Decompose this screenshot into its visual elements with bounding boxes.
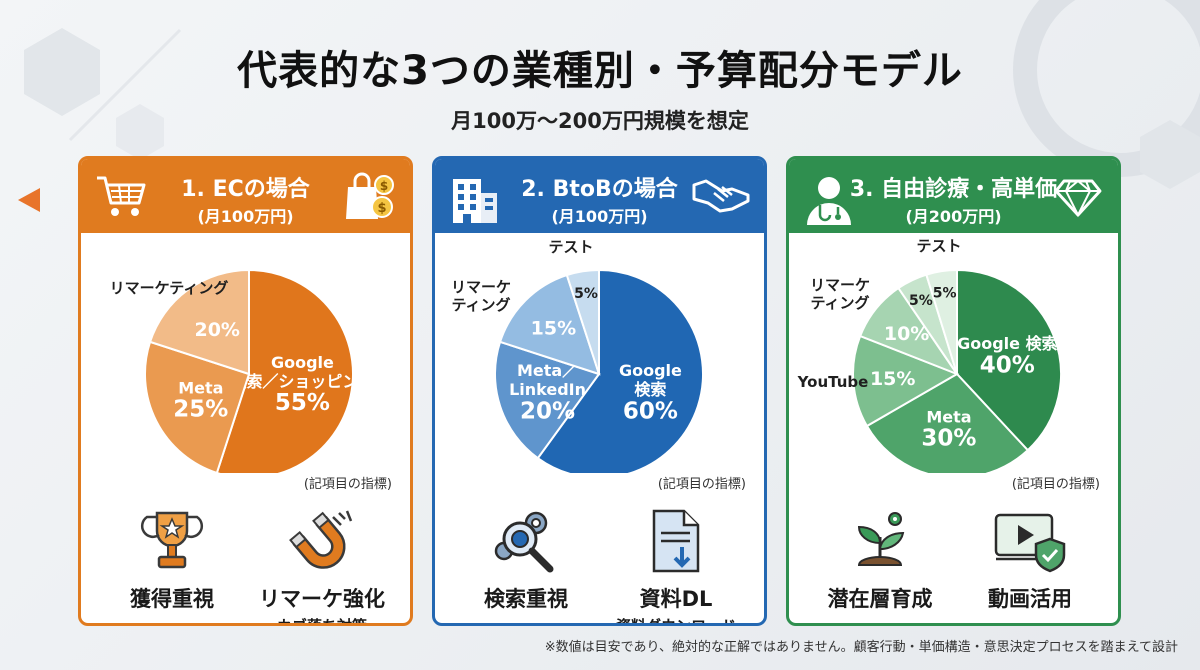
- magnet-icon: [247, 507, 397, 579]
- handshake-icon: [692, 169, 750, 223]
- feature-label: 潜在層育成: [827, 587, 933, 611]
- pie-value-label: 10%: [884, 323, 929, 345]
- feature-document-download: 資料DL 資料ダウンロード: [601, 507, 751, 626]
- pie-category-label: Google 検索: [957, 334, 1057, 353]
- feature-label: 検索重視: [484, 587, 568, 611]
- pie-category-label: YouTube: [797, 373, 869, 391]
- pie-slice: [536, 268, 704, 473]
- pie-value-label: 20%: [194, 319, 239, 341]
- pie-slice: [494, 340, 601, 460]
- document-download-icon: [601, 507, 751, 579]
- card-title: 2. BtoBの場合: [521, 177, 678, 202]
- card-budget: (月100万円): [551, 207, 648, 226]
- card-btob: 2. BtoBの場合 (月100万円) Google 検索 60% Meta／ Link…: [432, 156, 767, 626]
- sprout-icon: [805, 507, 955, 579]
- diamond-icon: [1052, 169, 1104, 225]
- pie-value-label: 20%: [520, 398, 575, 424]
- pie-slice: [956, 268, 1062, 452]
- pie-value-label: 30%: [921, 426, 976, 452]
- pie-value-label: 60%: [623, 398, 678, 424]
- footer-note: ※数値は目安であり、絶対的な正解ではありません。顧客行動・単価構造・意思決定プロ…: [544, 640, 1178, 655]
- doctor-icon: [803, 173, 855, 231]
- feature-sublabel: 資料ダウンロード: [615, 617, 736, 626]
- shopping-cart-icon: [95, 173, 147, 223]
- svg-text:$: $: [377, 201, 386, 216]
- pie-value-label: 55%: [275, 390, 330, 416]
- pie-category-label: Meta／ LinkedIn: [509, 361, 586, 399]
- card-header: 2. BtoBの場合 (月100万円): [435, 159, 764, 233]
- chart-note: (記項目の指標): [657, 477, 746, 492]
- pie-slice: [148, 268, 250, 376]
- feature-nurturing: 潜在層育成: [805, 507, 955, 613]
- feature-label: 資料DL: [639, 587, 713, 611]
- pie-category-label: Google 検索: [619, 361, 682, 399]
- pie-slice: [144, 340, 251, 473]
- pie-slice: [565, 268, 600, 375]
- pie-value-label: 5%: [933, 286, 957, 302]
- pie-value-label: 15%: [531, 317, 576, 339]
- pie-slice: [925, 268, 958, 375]
- chart-note: (記項目の指標): [1011, 477, 1100, 492]
- feature-label: 動画活用: [988, 587, 1072, 611]
- feature-label: リマーケ強化: [259, 587, 385, 611]
- feature-label: 獲得重視: [130, 587, 214, 611]
- pie-value-label: 5%: [909, 293, 933, 309]
- trophy-icon: [97, 507, 247, 579]
- feature-remarketing: リマーケ強化 カゴ落ち対策: [247, 507, 397, 626]
- pie-slice: [865, 372, 1030, 473]
- pie-category-label: テスト: [548, 238, 593, 256]
- pie-value-label: 25%: [173, 397, 228, 423]
- pie-category-label: テスト: [916, 237, 961, 255]
- card-ec: 1. ECの場合 (月100万円) $ $ Google 検索／ショッピング 55%…: [78, 156, 413, 626]
- pie-category-label: リマーケティング: [110, 279, 229, 297]
- pie-value-label: 15%: [870, 368, 915, 390]
- video-shield-icon: [955, 507, 1105, 579]
- pie-category-label: Meta: [926, 407, 971, 426]
- card-clinic: 3. 自由診療・高単価 (月200万円) Google 検索 40% Meta 30%…: [786, 156, 1121, 626]
- feature-search: 検索重視: [451, 507, 601, 613]
- pie-category-label: Meta: [178, 378, 223, 397]
- pie-slice: [852, 334, 960, 428]
- card-budget: (月100万円): [197, 207, 294, 226]
- search-gears-icon: [451, 507, 601, 579]
- pie-category-label: Google 検索／ショッピング: [230, 353, 374, 391]
- pie-slice: [215, 268, 354, 473]
- office-building-icon: [449, 173, 501, 229]
- svg-text:$: $: [380, 179, 388, 193]
- feature-acquisition: 獲得重視: [97, 507, 247, 613]
- shopping-bag-coins-icon: $ $: [342, 169, 396, 227]
- pie-value-label: 5%: [574, 286, 598, 302]
- card-title: 3. 自由診療・高単価: [849, 177, 1058, 202]
- feature-video: 動画活用: [955, 507, 1105, 613]
- card-budget: (月200万円): [905, 207, 1002, 226]
- card-header: 3. 自由診療・高単価 (月200万円): [789, 159, 1118, 233]
- feature-sublabel: カゴ落ち対策: [276, 617, 367, 626]
- pie-category-label: リマーケティング: [451, 278, 511, 314]
- page-title: 代表的な3つの業種別・予算配分モデル: [237, 48, 963, 94]
- pie-category-label: リマーケティング: [810, 276, 870, 312]
- card-title: 1. ECの場合: [181, 177, 310, 202]
- card-header: 1. ECの場合 (月100万円) $ $: [81, 159, 410, 233]
- page-subtitle: 月100万〜200万円規模を想定: [451, 109, 749, 133]
- pie-value-label: 40%: [980, 352, 1035, 378]
- chart-note: (記項目の指標): [303, 477, 392, 492]
